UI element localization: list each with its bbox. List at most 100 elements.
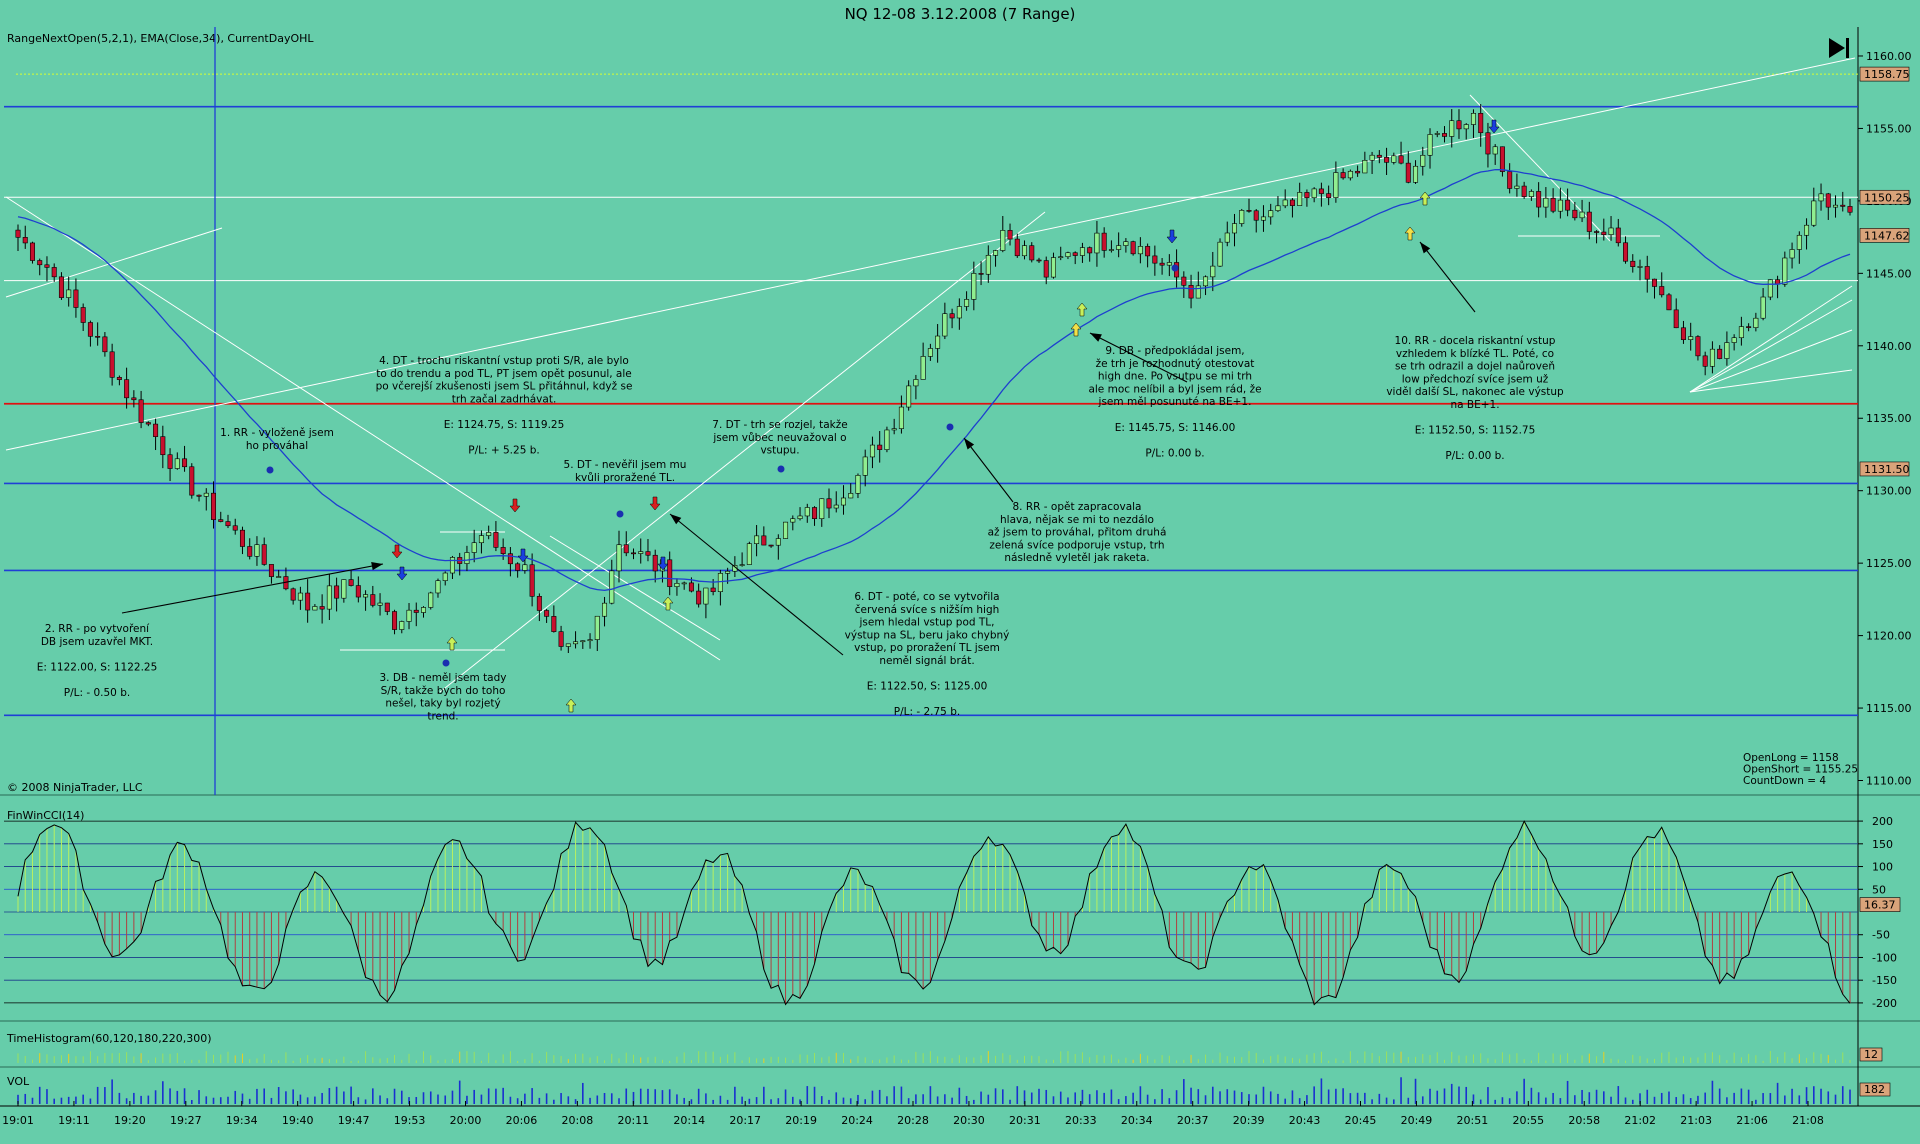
- candle: [1637, 259, 1643, 281]
- candle-body: [1181, 276, 1187, 286]
- candle-body: [102, 336, 108, 353]
- callout-arrow-line: [1419, 241, 1476, 313]
- candle-body: [348, 579, 354, 586]
- candle-body: [884, 429, 890, 450]
- candle-body: [1318, 188, 1324, 194]
- candle: [1753, 312, 1759, 332]
- candle-body: [1550, 197, 1556, 212]
- candle-body: [1673, 309, 1679, 329]
- price-tick-label: 1155.00: [1866, 122, 1912, 135]
- candle: [1022, 240, 1028, 260]
- copyright-label: © 2008 NinjaTrader, LLC: [7, 781, 143, 794]
- cci-badge-box: [1859, 897, 1901, 912]
- candle: [717, 569, 723, 606]
- candle-body: [1413, 165, 1419, 183]
- skip-to-end-icon[interactable]: [1829, 38, 1849, 58]
- candle: [558, 625, 564, 651]
- cci-tick-label: 150: [1872, 838, 1893, 851]
- candle-body: [15, 229, 21, 238]
- candle: [1840, 191, 1846, 212]
- candle: [1087, 246, 1093, 262]
- candle-body: [1688, 336, 1694, 340]
- callout-arrow-head: [1420, 242, 1431, 254]
- annotation-line: ho prováhal: [246, 440, 308, 452]
- candle-body: [435, 580, 441, 594]
- candle-body: [138, 399, 144, 423]
- stats-line: OpenLong = 1158: [1743, 752, 1839, 764]
- time-tick-label: 20:51: [1457, 1114, 1489, 1127]
- candle-body: [1651, 278, 1657, 287]
- candle-body: [37, 260, 43, 266]
- candle-body: [1507, 171, 1513, 189]
- annotation-line: 3. DB - neměl jsem tady: [379, 672, 506, 684]
- candle: [73, 278, 79, 318]
- annotation-line: viděl další SL, nakonec ale výstup: [1386, 386, 1564, 398]
- candle-body: [44, 264, 50, 268]
- candle-body: [478, 535, 484, 544]
- candle-body: [1833, 204, 1839, 208]
- cci-panel: 200 150 100 50 -50 -100 -150 -200 16.37: [4, 815, 1901, 1010]
- candle: [1572, 201, 1578, 221]
- annotation-line: kvůli proražené TL.: [575, 472, 675, 484]
- candle: [355, 576, 361, 603]
- candle-body: [1188, 285, 1194, 299]
- candle-body: [1796, 234, 1802, 250]
- candle-body: [268, 564, 274, 577]
- candle-body: [124, 379, 130, 399]
- annotation-line: jsem měl posunuté na BE+1.: [1098, 396, 1252, 408]
- candle: [1253, 209, 1259, 233]
- candle-body: [29, 242, 35, 261]
- candle: [1492, 144, 1498, 165]
- candle-body: [565, 643, 571, 647]
- candle-body: [725, 570, 731, 574]
- candle: [580, 640, 586, 649]
- candle-body: [1615, 227, 1621, 244]
- candle-body: [51, 267, 57, 278]
- candle: [775, 534, 781, 560]
- annotation-line: vstupu.: [760, 445, 799, 457]
- candle: [486, 525, 492, 540]
- candle: [1029, 242, 1035, 263]
- candle-body: [1565, 199, 1571, 211]
- candle: [949, 308, 955, 329]
- candle: [1536, 182, 1542, 218]
- candle-body: [174, 458, 180, 469]
- cci-tick-label: -150: [1872, 974, 1897, 987]
- candle-body: [225, 521, 231, 527]
- candle: [848, 483, 854, 499]
- candle-body: [1282, 199, 1288, 207]
- candle-body: [1224, 232, 1230, 243]
- long-entry-arrow: [662, 596, 674, 611]
- candle-body: [746, 543, 752, 565]
- candle: [978, 261, 984, 286]
- candle: [1000, 216, 1006, 253]
- candle: [1036, 257, 1042, 263]
- candle: [1007, 223, 1013, 246]
- candle-body: [486, 532, 492, 536]
- candle: [898, 395, 904, 434]
- price-tick-label: 1110.00: [1866, 775, 1912, 788]
- candle-body: [558, 631, 564, 647]
- candle: [935, 324, 941, 363]
- candle: [218, 511, 224, 523]
- candle-body: [1470, 113, 1476, 125]
- candle: [44, 256, 50, 282]
- candle-body: [840, 497, 846, 506]
- candle: [124, 367, 130, 409]
- candle: [877, 431, 883, 463]
- candle: [211, 481, 217, 529]
- candle: [840, 485, 846, 515]
- candle: [754, 525, 760, 557]
- candle-body: [1731, 337, 1737, 343]
- time-tick-label: 20:24: [841, 1114, 873, 1127]
- time-histogram-badge-label: 12: [1864, 1048, 1878, 1061]
- candle: [1405, 151, 1411, 184]
- candle-body: [196, 494, 202, 497]
- candle-body: [1159, 262, 1165, 266]
- candle-body: [1644, 266, 1650, 280]
- candle: [145, 421, 151, 427]
- annotation-line: E: 1124.75, S: 1119.25: [444, 419, 565, 431]
- candle: [1072, 251, 1078, 265]
- candle-body: [1601, 231, 1607, 235]
